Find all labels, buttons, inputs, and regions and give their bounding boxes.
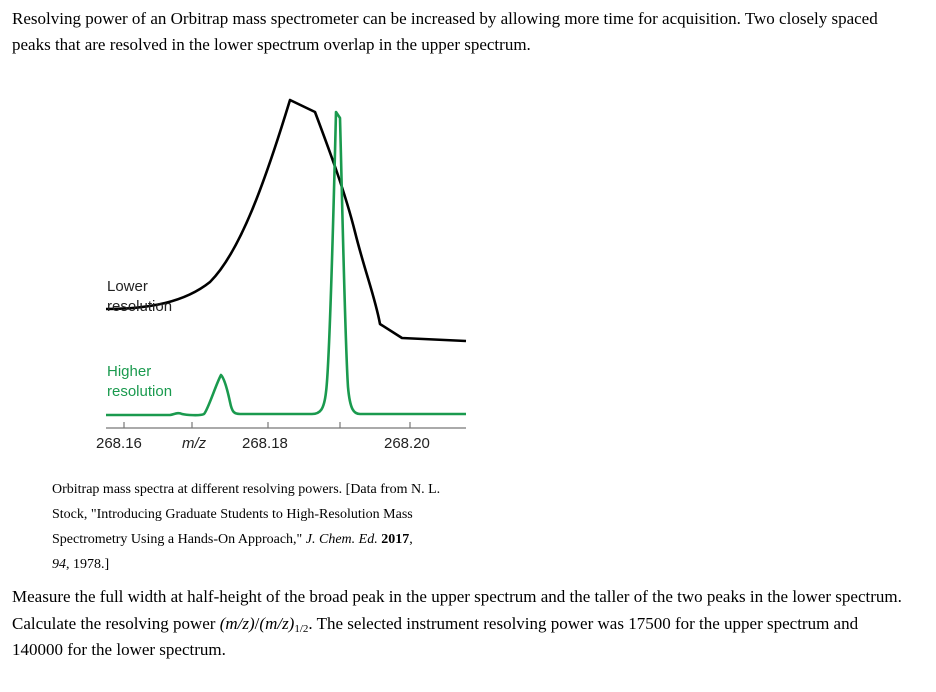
question-paragraph: Measure the full width at half-height of… xyxy=(12,584,912,664)
higher-resolution-label: Higher xyxy=(107,363,151,380)
formula-numerator: (m/z) xyxy=(219,613,255,633)
axis-unit-label: m/z xyxy=(182,435,207,452)
lower-resolution-label: Lower xyxy=(107,278,148,295)
tick-label: 268.18 xyxy=(242,435,288,452)
question-text: . The selected instrument resolving powe… xyxy=(12,613,859,660)
lower-resolution-label: resolution xyxy=(107,298,172,315)
caption-journal: J. Chem. Ed. xyxy=(305,532,378,547)
figure-caption: Orbitrap mass spectra at different resol… xyxy=(52,482,441,572)
formula-slash: / xyxy=(254,613,260,633)
caption-line: Orbitrap mass spectra at different resol… xyxy=(52,482,441,497)
intro-paragraph: Resolving power of an Orbitrap mass spec… xyxy=(12,9,878,54)
caption-line: Stock, "Introducing Graduate Students to… xyxy=(52,507,413,522)
caption-pages: , 1978.] xyxy=(66,557,110,572)
higher-resolution-label: resolution xyxy=(107,383,172,400)
formula-denominator: (m/z) xyxy=(259,613,295,633)
tick-label: 268.20 xyxy=(384,435,430,452)
caption-line: Spectrometry Using a Hands-On Approach," xyxy=(52,532,306,547)
formula-subscript: 1/2 xyxy=(294,622,309,635)
upper-spectrum-trace xyxy=(105,98,467,343)
tick-label: 268.16 xyxy=(96,435,142,452)
question-text: Measure the full width at half-height of… xyxy=(12,587,902,633)
caption-volume: 94 xyxy=(52,557,66,572)
spectra-figure: Lower resolution Higher resolution 268.1… xyxy=(96,98,467,452)
lower-spectrum-trace xyxy=(106,110,466,417)
caption-year: 2017 xyxy=(381,532,410,547)
